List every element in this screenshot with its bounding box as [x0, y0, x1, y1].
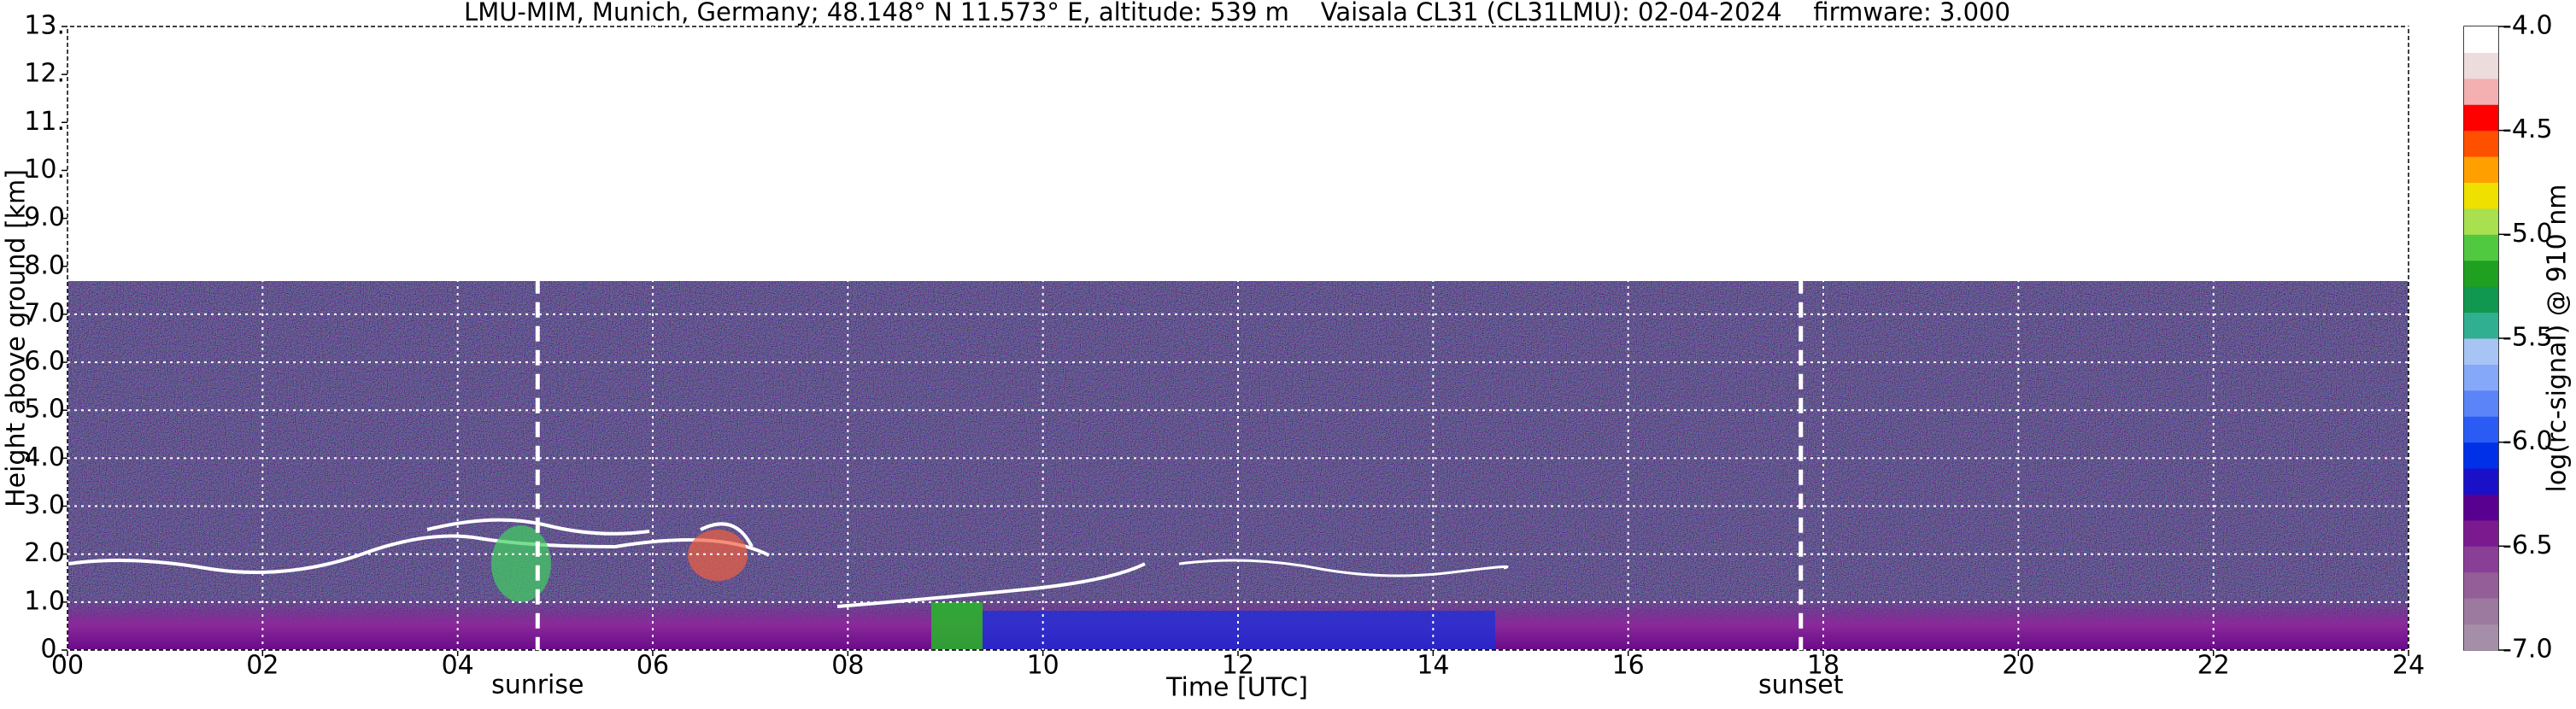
- x-tick-label: 06: [637, 651, 669, 681]
- y-tick-label: 11.: [24, 107, 65, 137]
- colorbar-band: [2464, 546, 2498, 573]
- colorbar-tick-label: -6.0: [2503, 426, 2553, 456]
- x-tick-label: 18: [1807, 651, 1840, 681]
- x-tick-label: 12: [1222, 651, 1254, 681]
- annotation-label: sunset: [1758, 671, 1844, 700]
- x-tick-label: 02: [246, 651, 279, 681]
- y-tick-label: 5.0: [24, 395, 65, 425]
- colorbar-band: [2464, 338, 2498, 365]
- colorbar-band: [2464, 260, 2498, 287]
- colorbar-band: [2464, 234, 2498, 261]
- colorbar-band: [2464, 182, 2498, 209]
- chart-title: LMU-MIM, Munich, Germany; 48.148° N 11.5…: [464, 0, 2010, 26]
- colorbar-tick-label: -4.0: [2503, 11, 2553, 41]
- colorbar-band: [2464, 624, 2498, 651]
- colorbar-band: [2464, 208, 2498, 235]
- colorbar-tick-label: -7.0: [2503, 635, 2553, 665]
- y-tick-label: 1.0: [24, 586, 65, 616]
- x-axis-label: Time [UTC]: [1165, 673, 1308, 703]
- y-tick-label: 3.0: [24, 490, 65, 520]
- colorbar-band: [2464, 390, 2498, 417]
- colorbar-tick-label: -5.0: [2503, 219, 2553, 249]
- x-tick-label: 10: [1027, 651, 1059, 681]
- colorbar-band: [2464, 598, 2498, 625]
- y-tick-label: 6.0: [24, 347, 65, 377]
- colorbar-band: [2464, 156, 2498, 183]
- annotation-label: sunrise: [491, 671, 584, 700]
- x-tick-label: 22: [2198, 651, 2230, 681]
- x-tick-label: 24: [2392, 651, 2425, 681]
- colorbar-band: [2464, 364, 2498, 391]
- colorbar-band: [2464, 52, 2498, 79]
- x-tick-label: 00: [51, 651, 84, 681]
- y-tick-label: 9.0: [24, 202, 65, 232]
- colorbar-band: [2464, 468, 2498, 495]
- y-tick-label: 10.: [24, 155, 65, 185]
- x-tick-label: 14: [1417, 651, 1449, 681]
- y-tick-label: 7.0: [24, 298, 65, 328]
- colorbar-tick-label: -6.5: [2503, 530, 2553, 560]
- y-tick-label: 12.: [24, 59, 65, 89]
- colorbar-band: [2464, 494, 2498, 521]
- y-tick-label: 13.: [24, 11, 65, 41]
- colorbar-band: [2464, 26, 2498, 53]
- colorbar-band: [2464, 442, 2498, 469]
- y-tick-label: 2.0: [24, 538, 65, 568]
- colorbar-band: [2464, 104, 2498, 132]
- y-tick-label: 0.: [40, 635, 65, 665]
- x-tick-label: 16: [1612, 651, 1645, 681]
- colorbar-band: [2464, 571, 2498, 599]
- colorbar-band: [2464, 130, 2498, 157]
- colorbar-band: [2464, 312, 2498, 339]
- colorbar-band: [2464, 286, 2498, 313]
- colorbar-band: [2464, 78, 2498, 105]
- x-tick-label: 04: [442, 651, 474, 681]
- colorbar-tick-label: -4.5: [2503, 114, 2553, 144]
- colorbar-band: [2464, 416, 2498, 443]
- colorbar-tick-label: -5.5: [2503, 323, 2553, 353]
- y-tick-label: 4.0: [24, 442, 65, 472]
- x-tick-label: 08: [831, 651, 864, 681]
- colorbar-band: [2464, 519, 2498, 547]
- y-tick-label: 8.0: [24, 250, 65, 280]
- colorbar-label: log(rc-signal) @ 910 nm: [2543, 185, 2573, 493]
- x-tick-label: 20: [2002, 651, 2034, 681]
- y-axis-label: Height above ground [km]: [2, 169, 32, 507]
